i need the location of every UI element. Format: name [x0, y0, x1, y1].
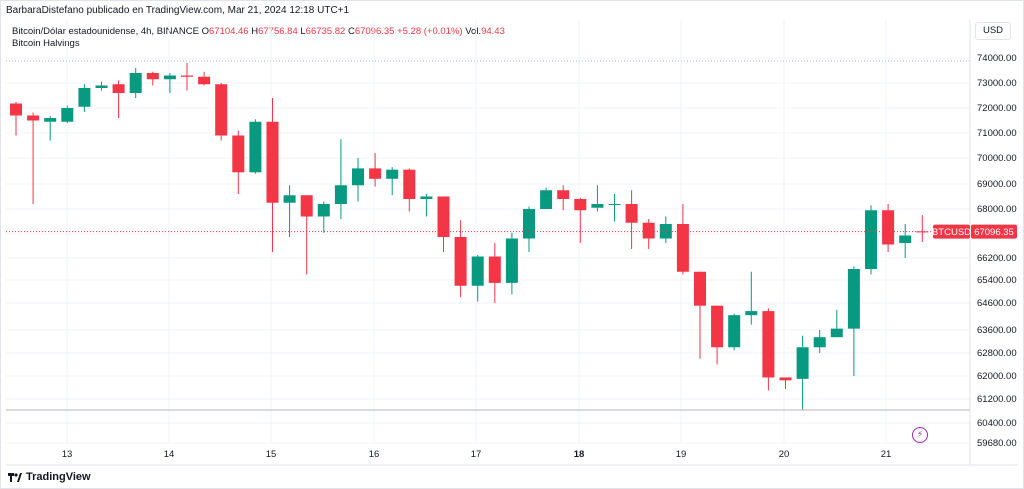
x-tick-label: 17: [471, 449, 482, 460]
candle-up: [283, 195, 296, 203]
candle-down: [112, 84, 125, 93]
candle-down: [266, 121, 279, 203]
candle-up: [129, 73, 142, 93]
y-tick-label: 59680.00: [977, 438, 1017, 449]
candle-up: [540, 190, 553, 209]
candle-up: [899, 235, 912, 243]
candle-down: [369, 168, 382, 179]
y-tick-label: 66200.00: [977, 253, 1017, 264]
ohlc-low: L66735.82: [300, 26, 346, 37]
y-tick-label: 62800.00: [977, 348, 1017, 359]
candle-down: [403, 169, 416, 199]
x-tick-label: 15: [266, 449, 277, 460]
candle-down: [232, 135, 245, 173]
candle-down: [625, 204, 638, 223]
candle-up: [95, 85, 108, 88]
y-tick-label: 63600.00: [977, 325, 1017, 336]
price-change: +5.28 (+0.01%): [397, 26, 463, 37]
ohlc-open: O67104.46: [201, 26, 249, 37]
candle-up: [813, 337, 826, 348]
y-tick-label: 62000.00: [977, 371, 1017, 382]
candle-down: [557, 190, 570, 199]
ohlc-close: C67096.35: [347, 26, 395, 37]
candle-up: [61, 108, 74, 122]
candle-up: [796, 347, 809, 379]
candle-down: [437, 196, 450, 237]
candle-down: [694, 271, 706, 306]
x-tick-label: 13: [62, 449, 73, 460]
candle-down: [711, 305, 724, 348]
x-tick-label: 21: [881, 449, 892, 460]
candle-down: [574, 199, 587, 211]
candle-up: [745, 311, 758, 316]
candle-down: [146, 73, 159, 80]
candle-up: [44, 118, 57, 122]
candle-down: [642, 222, 655, 239]
symbol-name[interactable]: Bitcoin/Dólar estadounidense, 4h, BINANC…: [12, 26, 199, 37]
candle-up: [163, 75, 176, 80]
candle-up: [608, 204, 621, 205]
candle-up: [317, 204, 330, 217]
y-tick-label: 70000.00: [977, 153, 1017, 164]
candle-up: [830, 328, 843, 338]
x-tick-label: 16: [369, 449, 380, 460]
candle-up: [78, 88, 91, 107]
candle-down: [300, 195, 313, 217]
candle-down: [198, 76, 211, 85]
tradingview-icon: [8, 472, 22, 482]
tradingview-logo[interactable]: TradingView: [8, 471, 91, 483]
candle-up: [471, 256, 484, 286]
candle-up: [659, 224, 672, 239]
y-tick-label: 61200.00: [977, 394, 1017, 405]
candle-up: [386, 169, 399, 179]
y-tick-label: 71000.00: [977, 128, 1017, 139]
candle-down: [676, 224, 689, 272]
candle-down: [882, 210, 895, 245]
candle-up: [420, 196, 433, 199]
candle-up: [591, 204, 604, 208]
x-tick-label: 14: [164, 449, 175, 460]
candle-up: [505, 238, 518, 283]
y-tick-label: 69000.00: [977, 179, 1017, 190]
last-price-tag-bg: [971, 224, 1017, 239]
lightning-icon[interactable]: ⚡: [912, 427, 928, 443]
y-tick-label: 73000.00: [977, 78, 1017, 89]
candle-up: [728, 315, 741, 348]
symbol-legend[interactable]: Bitcoin/Dólar estadounidense, 4h, BINANC…: [12, 26, 505, 37]
y-tick-label: 65400.00: [977, 275, 1017, 286]
candle-up: [523, 209, 535, 239]
x-tick-label: 19: [676, 449, 687, 460]
y-tick-label: 72000.00: [977, 103, 1017, 114]
symbol-tag-bg: [933, 224, 970, 239]
candle-up: [249, 121, 262, 173]
y-tick-label: 68000.00: [977, 204, 1017, 215]
candle-down: [779, 377, 792, 381]
x-tick-label: 20: [779, 449, 790, 460]
candle-down: [215, 84, 228, 136]
candle-up: [847, 269, 860, 329]
ohlc-high: H67756.84: [251, 26, 298, 37]
indicator-legend[interactable]: Bitcoin Halvings: [12, 38, 80, 49]
currency-button[interactable]: USD: [975, 22, 1011, 40]
last-price-tag: 67096.35: [974, 227, 1014, 238]
candle-down: [181, 75, 193, 77]
publisher-attribution: BarbaraDistefano publicado en TradingVie…: [6, 5, 350, 16]
volume-readout: Vol.94.43: [465, 26, 505, 37]
y-tick-label: 64600.00: [977, 298, 1017, 309]
brand-name: TradingView: [26, 471, 91, 483]
candle-up: [865, 210, 877, 269]
candle-down: [762, 311, 775, 378]
candle-up: [352, 168, 364, 186]
x-tick-label: 18: [574, 449, 585, 460]
candle-down: [488, 256, 501, 283]
candle-down: [916, 231, 929, 233]
candle-down: [27, 115, 40, 121]
candle-up: [334, 185, 347, 204]
candle-down: [454, 237, 467, 286]
y-tick-label: 74000.00: [977, 53, 1017, 64]
candle-down: [10, 103, 22, 116]
symbol-tag: BTCUSD: [932, 227, 971, 238]
y-tick-label: 60400.00: [977, 418, 1017, 429]
